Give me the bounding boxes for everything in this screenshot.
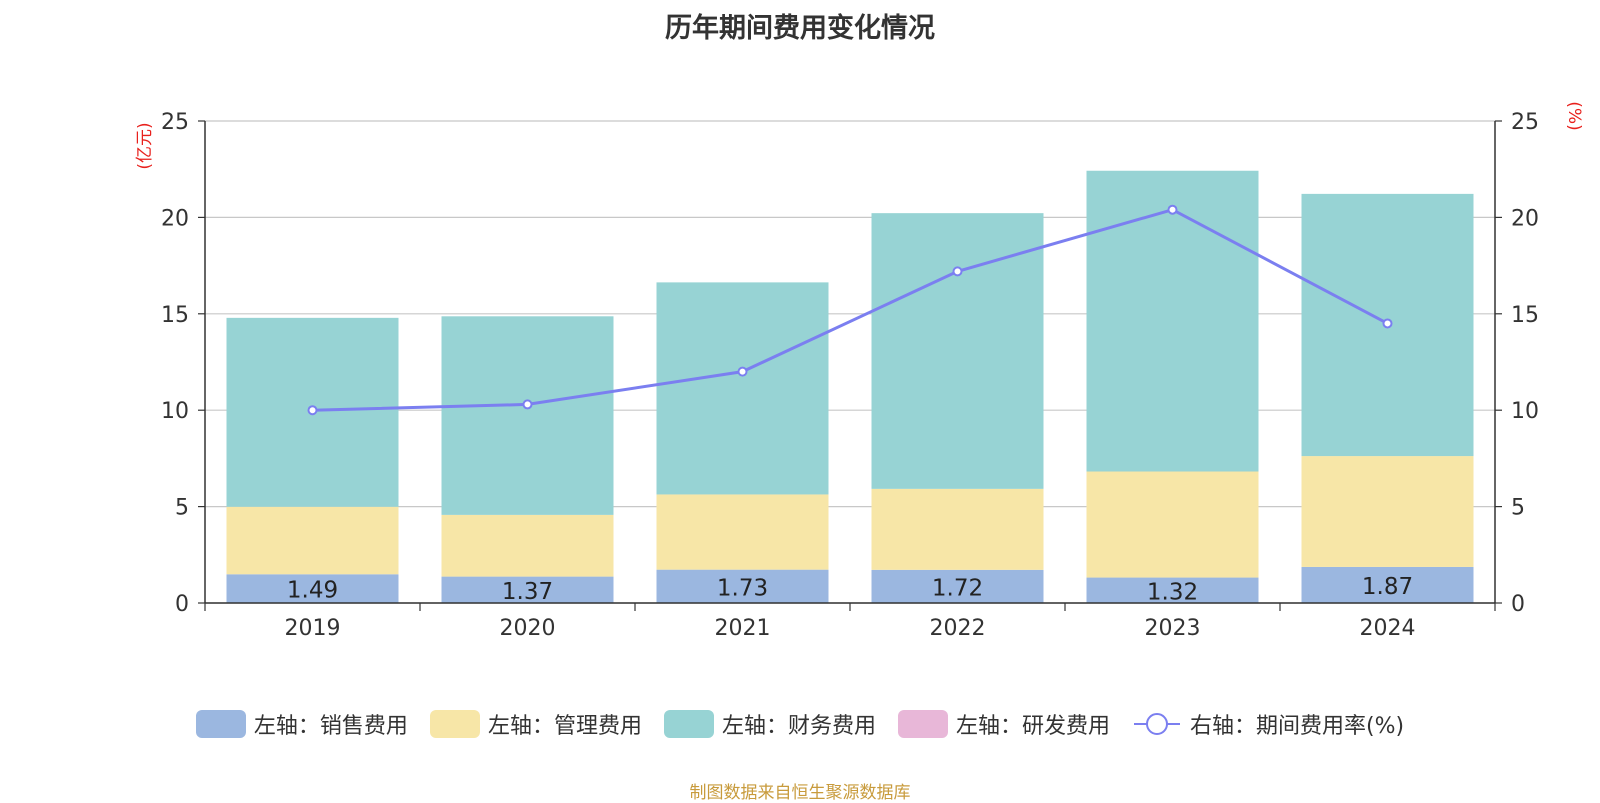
rate-point [307,405,318,416]
legend-label-admin: 左轴：管理费用 [487,714,642,739]
bar-finance [871,213,1044,489]
bar-admin [1301,456,1474,567]
legend-label-rnd: 左轴：研发费用 [955,714,1110,739]
y-right-tick-label: 5 [1511,496,1525,521]
legend-swatch-rate-icon [1133,713,1180,735]
bar-finance [656,282,829,495]
bar-sales [1086,577,1259,603]
bar-data-label: 1.32 [1147,579,1198,605]
legend-item-sales[interactable]: 左轴：销售费用 [195,708,408,740]
y-right-tick-label: 0 [1511,592,1525,617]
bar-sales [226,574,399,603]
legend-label-finance: 左轴：财务费用 [721,714,876,739]
y-left-tick-label: 0 [175,592,189,617]
bar-sales [656,569,829,603]
y-right-tick-label: 10 [1511,399,1539,424]
x-tick-label: 2019 [285,616,341,641]
x-tick-label: 2023 [1145,616,1201,641]
y-right-tick-label: 20 [1511,206,1539,231]
legend-item-admin[interactable]: 左轴：管理费用 [429,708,642,740]
y-left-tick-label: 5 [175,496,189,521]
y-left-tick-label: 25 [161,110,189,135]
bar-data-label: 1.72 [932,575,983,601]
bar-admin [1086,471,1259,578]
bar-admin [226,506,399,575]
legend-item-finance[interactable]: 左轴：财务费用 [663,708,876,740]
rate-point [522,399,533,410]
bar-data-label: 1.37 [502,579,553,605]
legend-item-rnd[interactable]: 左轴：研发费用 [897,708,1110,740]
data-source-note: 制图数据来自恒生聚源数据库 [689,783,911,803]
rate-point [1167,204,1178,215]
bar-admin [871,488,1044,570]
y-left-tick-label: 10 [161,399,189,424]
bar-data-label: 1.87 [1362,574,1413,600]
rate-line [312,208,1389,412]
legend-swatch-sales [195,710,246,738]
legend-swatch-rnd [897,710,948,738]
x-tick-label: 2021 [715,616,771,641]
chart-canvas: 0 5 10 15 20 25 0 5 10 15 20 25 (亿元) (%) 1.49 1.37 1.73 1… [135,101,1584,641]
chart-title: 历年期间费用变化情况 [665,13,935,44]
legend: 左轴：销售费用 左轴：管理费用 左轴：财务费用 左轴：研发费用 右轴：期间费用率… [0,708,1600,740]
y-left-tick-label: 20 [161,206,189,231]
bar-finance [441,316,614,515]
rate-point [952,266,963,277]
legend-swatch-admin [429,710,480,738]
y-right-tick-label: 25 [1511,110,1539,135]
bar-sales [1301,566,1474,603]
bar-sales [871,569,1044,603]
y-right-axis-label: (%) [1564,101,1584,130]
y-right-tick-label: 15 [1511,303,1539,328]
y-left-axis-label: (亿元) [135,122,155,169]
bar-finance [1086,170,1259,472]
bar-data-label: 1.73 [717,575,768,601]
legend-item-rate[interactable]: 右轴：期间费用率(%) [1132,708,1404,740]
x-tick-label: 2022 [930,616,986,641]
y-left-tick-label: 15 [161,303,189,328]
x-tick-label: 2020 [500,616,556,641]
rate-point [1382,318,1393,329]
x-tick-label: 2024 [1360,616,1416,641]
legend-swatch-finance [663,710,714,738]
bar-admin [656,494,829,570]
bar-admin [441,514,614,577]
bar-data-label: 1.49 [287,578,338,604]
bar-sales [441,576,614,603]
rate-point [737,366,748,377]
legend-label-rate: 右轴：期间费用率(%) [1189,714,1405,739]
legend-label-sales: 左轴：销售费用 [253,714,408,739]
